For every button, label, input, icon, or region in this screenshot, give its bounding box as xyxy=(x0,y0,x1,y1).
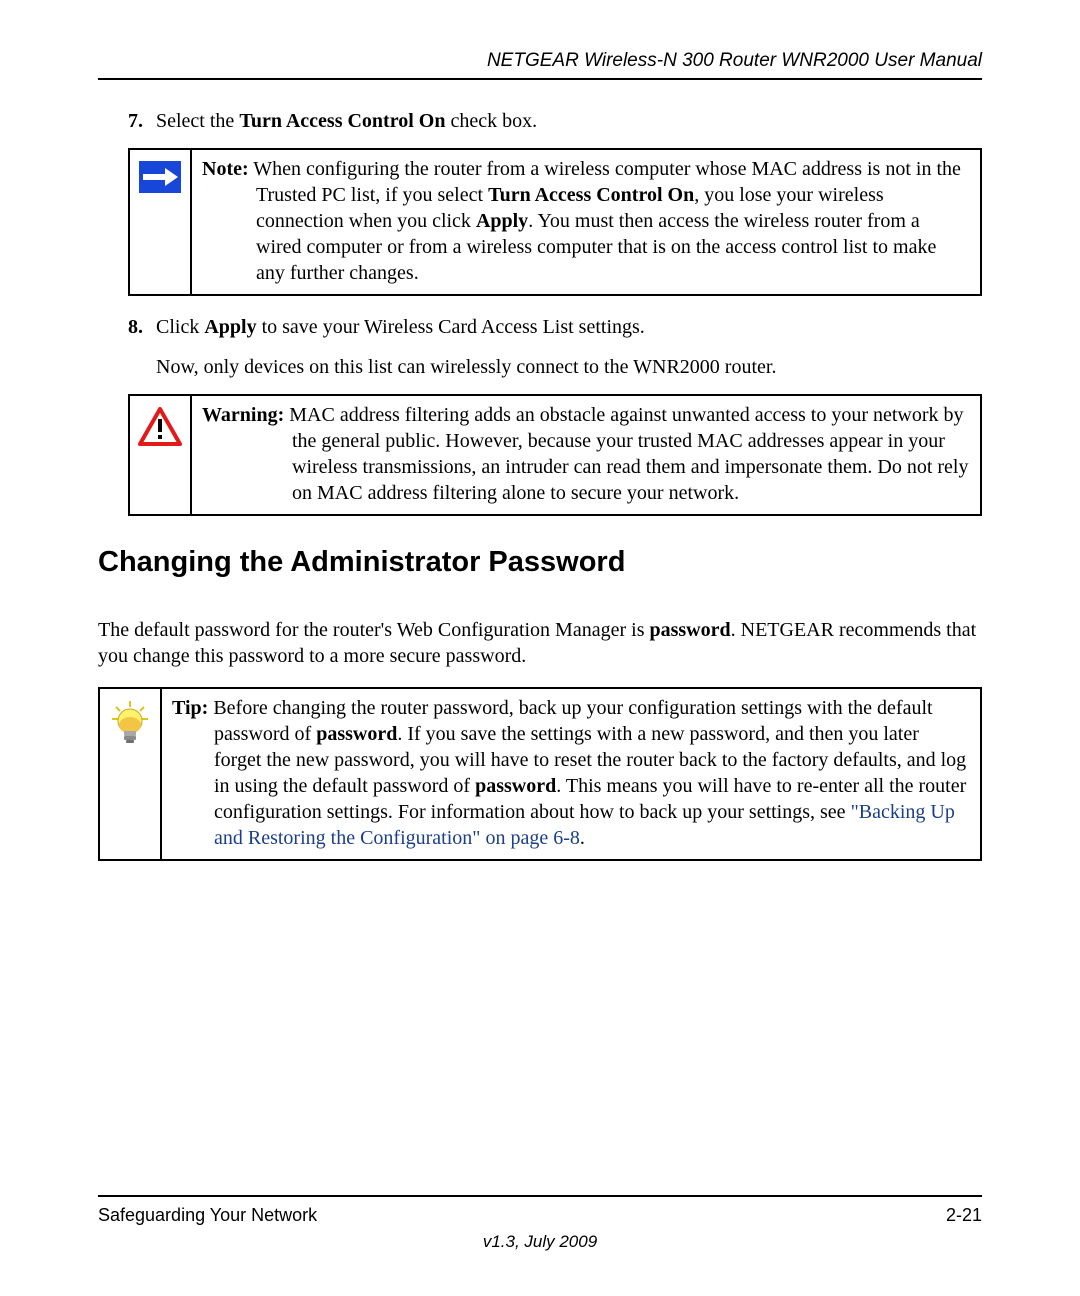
text: Select the xyxy=(156,110,239,132)
page-footer: Safeguarding Your Network 2-21 v1.3, Jul… xyxy=(98,1195,982,1252)
warning-text: Warning: MAC address filtering adds an o… xyxy=(192,396,980,514)
text: Click xyxy=(156,316,204,338)
warning-callout: Warning: MAC address filtering adds an o… xyxy=(128,394,982,516)
tip-callout: Tip: Before changing the router password… xyxy=(98,687,982,861)
note-callout: Note: When configuring the router from a… xyxy=(128,148,982,296)
bold-text: password xyxy=(316,723,397,745)
section-heading: Changing the Administrator Password xyxy=(98,546,982,579)
footer-section-name: Safeguarding Your Network xyxy=(98,1205,317,1226)
note-label: Note: xyxy=(202,158,249,180)
tip-label: Tip: xyxy=(172,697,208,719)
text: . xyxy=(580,827,585,849)
bold-text: Apply xyxy=(204,316,256,338)
step-paragraph: Now, only devices on this list can wirel… xyxy=(156,354,982,380)
warning-label: Warning: xyxy=(202,404,284,426)
footer-page-number: 2-21 xyxy=(946,1205,982,1226)
text: check box. xyxy=(445,110,537,132)
bold-text: Turn Access Control On xyxy=(488,184,694,206)
warning-icon-cell xyxy=(130,396,192,514)
step-body: Select the Turn Access Control On check … xyxy=(156,108,982,134)
lightbulb-tip-icon xyxy=(107,699,153,751)
tip-icon-cell xyxy=(100,689,162,859)
tip-text: Tip: Before changing the router password… xyxy=(162,689,980,859)
step-number: 7. xyxy=(128,108,156,134)
bold-text: Turn Access Control On xyxy=(239,110,445,132)
text: to save your Wireless Card Access List s… xyxy=(257,316,645,338)
note-text: Note: When configuring the router from a… xyxy=(192,150,980,294)
warning-triangle-icon xyxy=(137,406,183,448)
bold-text: Apply xyxy=(476,210,528,232)
note-icon-cell xyxy=(130,150,192,294)
text: The default password for the router's We… xyxy=(98,619,649,641)
bold-text: password xyxy=(649,619,730,641)
section-intro: The default password for the router's We… xyxy=(98,617,982,669)
step-number: 8. xyxy=(128,314,156,380)
page-header: NETGEAR Wireless-N 300 Router WNR2000 Us… xyxy=(98,50,982,80)
text: MAC address filtering adds an obstacle a… xyxy=(284,404,968,504)
step-8: 8. Click Apply to save your Wireless Car… xyxy=(128,314,982,380)
footer-version: v1.3, July 2009 xyxy=(98,1232,982,1252)
header-title: NETGEAR Wireless-N 300 Router WNR2000 Us… xyxy=(487,50,982,71)
step-7: 7. Select the Turn Access Control On che… xyxy=(128,108,982,134)
footer-line: Safeguarding Your Network 2-21 xyxy=(98,1195,982,1226)
step-body: Click Apply to save your Wireless Card A… xyxy=(156,314,982,380)
arrow-note-icon xyxy=(138,160,182,194)
bold-text: password xyxy=(475,775,556,797)
manual-page: NETGEAR Wireless-N 300 Router WNR2000 Us… xyxy=(0,0,1080,1296)
